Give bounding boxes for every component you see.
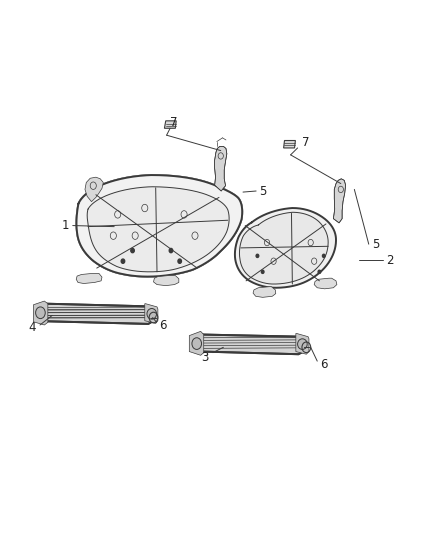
Text: 6: 6	[159, 319, 167, 332]
Polygon shape	[33, 301, 48, 325]
Text: 6: 6	[320, 358, 328, 371]
Text: 5: 5	[372, 238, 380, 251]
Circle shape	[169, 248, 173, 253]
Polygon shape	[87, 187, 229, 272]
Polygon shape	[235, 208, 336, 288]
Polygon shape	[77, 175, 242, 277]
Polygon shape	[76, 273, 102, 284]
Polygon shape	[145, 304, 158, 324]
Polygon shape	[253, 287, 276, 297]
Text: 5: 5	[259, 184, 266, 198]
Polygon shape	[193, 335, 306, 354]
Polygon shape	[189, 332, 204, 356]
Text: 1: 1	[62, 219, 69, 232]
Ellipse shape	[192, 338, 201, 350]
Polygon shape	[215, 147, 227, 191]
Text: 7: 7	[302, 136, 309, 149]
Circle shape	[256, 254, 259, 257]
Polygon shape	[85, 177, 103, 201]
Polygon shape	[36, 304, 155, 324]
Ellipse shape	[35, 307, 45, 319]
Text: 3: 3	[201, 351, 209, 365]
Circle shape	[322, 254, 325, 257]
Ellipse shape	[297, 339, 307, 350]
Polygon shape	[240, 212, 328, 284]
Polygon shape	[333, 179, 346, 223]
Text: 2: 2	[386, 254, 394, 266]
Text: 4: 4	[29, 321, 36, 334]
Circle shape	[121, 259, 125, 263]
Circle shape	[131, 248, 134, 253]
Text: 7: 7	[170, 117, 177, 130]
Polygon shape	[153, 276, 179, 286]
Circle shape	[261, 270, 264, 273]
Ellipse shape	[147, 309, 156, 319]
Circle shape	[318, 270, 321, 273]
Polygon shape	[77, 175, 242, 277]
Polygon shape	[296, 334, 309, 354]
Polygon shape	[164, 121, 176, 128]
Circle shape	[178, 259, 181, 263]
Polygon shape	[314, 278, 337, 289]
Polygon shape	[284, 141, 295, 148]
